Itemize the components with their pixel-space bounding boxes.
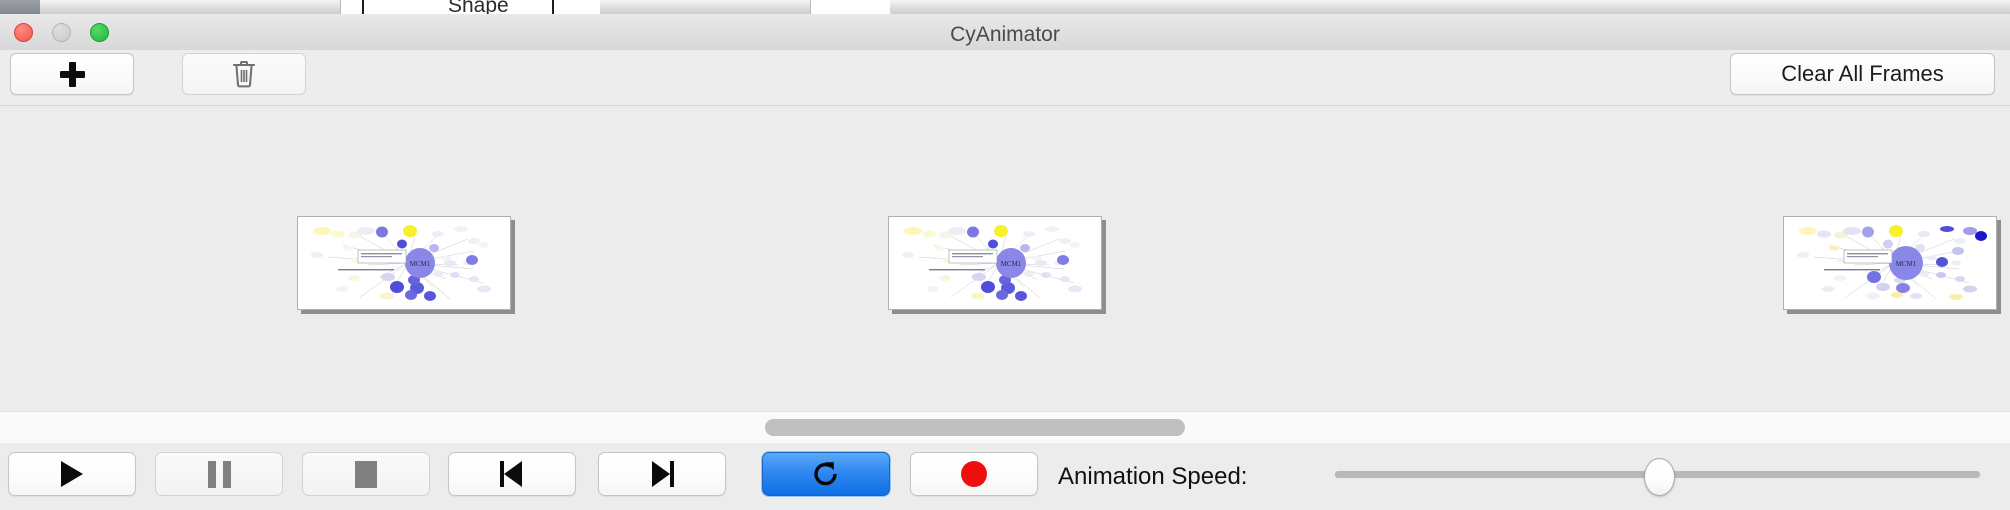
plus-icon bbox=[59, 61, 85, 87]
playback-bar: Animation Speed: bbox=[0, 443, 2010, 510]
svg-text:MCM1: MCM1 bbox=[1001, 260, 1022, 268]
pause-button[interactable] bbox=[155, 452, 283, 496]
skip-to-end-button[interactable] bbox=[598, 452, 726, 496]
play-button[interactable] bbox=[8, 452, 136, 496]
background-window-label: Shape bbox=[448, 0, 509, 14]
frame-thumbnail: MCM1 bbox=[297, 216, 511, 310]
clear-all-frames-button[interactable]: Clear All Frames bbox=[1730, 53, 1995, 95]
timeline-top-divider bbox=[0, 105, 2010, 106]
title-bar: CyAnimator bbox=[0, 14, 2010, 51]
timeline-frame[interactable]: MCM1 bbox=[1783, 216, 2001, 314]
network-graph-icon: MCM1 bbox=[1797, 225, 1987, 300]
stop-button[interactable] bbox=[302, 452, 430, 496]
slider-thumb[interactable] bbox=[1644, 458, 1675, 496]
timeline-frame[interactable]: MCM1 bbox=[888, 216, 1106, 314]
toolbar: Clear All Frames bbox=[0, 50, 2010, 106]
loop-icon bbox=[814, 462, 837, 486]
pause-icon bbox=[207, 460, 231, 488]
svg-text:MCM1: MCM1 bbox=[410, 260, 431, 268]
minimize-button[interactable] bbox=[52, 23, 71, 42]
timeline-panel[interactable]: MCM1 bbox=[0, 105, 2010, 410]
close-button[interactable] bbox=[14, 23, 33, 42]
svg-text:MCM1: MCM1 bbox=[1896, 260, 1917, 268]
record-button[interactable] bbox=[910, 452, 1038, 496]
trash-icon bbox=[233, 61, 255, 88]
stop-icon bbox=[355, 460, 377, 488]
scrollbar-thumb[interactable] bbox=[765, 419, 1185, 436]
network-graph-icon: MCM1 bbox=[902, 225, 1082, 301]
add-frame-button[interactable] bbox=[10, 53, 134, 95]
record-icon bbox=[961, 461, 987, 487]
clear-all-frames-label: Clear All Frames bbox=[1781, 61, 1944, 86]
background-window-strip: Shape bbox=[0, 0, 2010, 14]
animation-speed-label: Animation Speed: bbox=[1058, 463, 1248, 490]
skip-forward-icon bbox=[649, 461, 675, 487]
play-icon bbox=[61, 461, 83, 487]
animation-speed-slider[interactable] bbox=[1330, 452, 1985, 496]
timeline-scrollbar[interactable] bbox=[0, 411, 2010, 444]
timeline-frame[interactable]: MCM1 bbox=[297, 216, 515, 314]
skip-to-start-button[interactable] bbox=[448, 452, 576, 496]
frame-thumbnail: MCM1 bbox=[1783, 216, 1997, 310]
loop-button[interactable] bbox=[762, 452, 890, 496]
maximize-button[interactable] bbox=[90, 23, 109, 42]
network-graph-icon: MCM1 bbox=[311, 225, 491, 301]
skip-back-icon bbox=[499, 461, 525, 487]
delete-frame-button[interactable] bbox=[182, 53, 306, 95]
window-title: CyAnimator bbox=[950, 23, 1060, 46]
frame-thumbnail: MCM1 bbox=[888, 216, 1102, 310]
